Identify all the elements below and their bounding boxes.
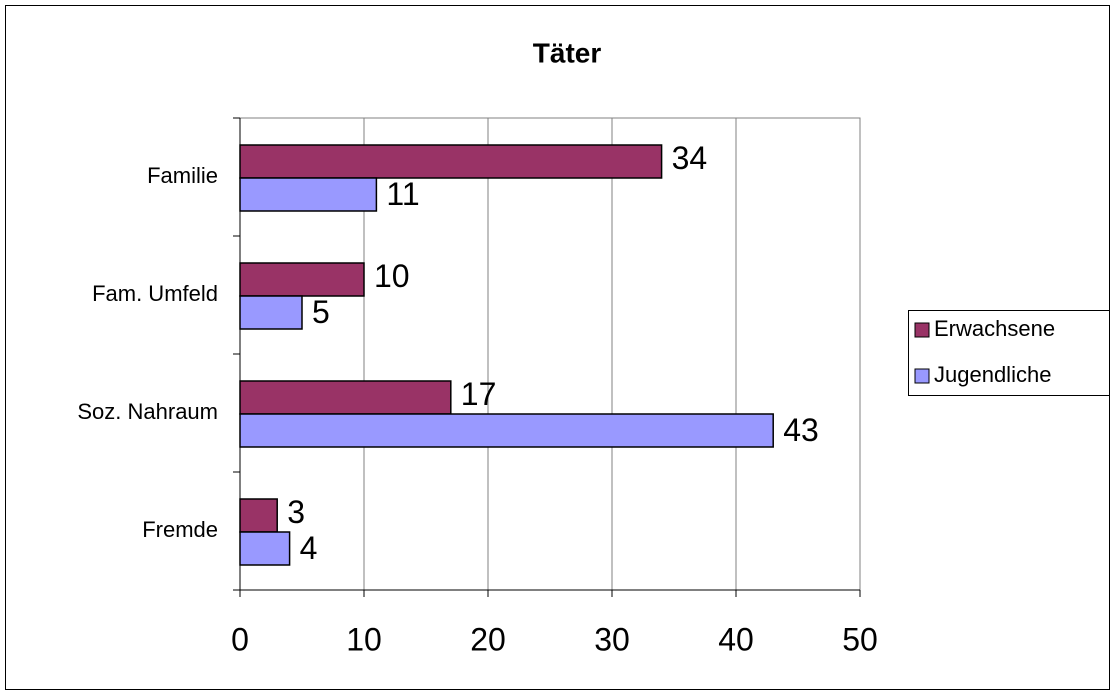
bar (239, 262, 365, 297)
x-tick-label: 0 (231, 621, 249, 657)
x-tick-label: 40 (718, 621, 754, 657)
data-label: 43 (783, 412, 819, 448)
x-tick-label: 50 (842, 621, 878, 657)
y-tick-label: Fam. Umfeld (92, 281, 218, 306)
data-label: 10 (374, 258, 410, 294)
bar (239, 380, 452, 415)
x-tick-label: 10 (346, 621, 382, 657)
legend-label: Jugendliche (934, 362, 1051, 387)
data-label: 34 (672, 140, 708, 176)
legend-label: Erwachsene (934, 316, 1055, 341)
bar (239, 531, 291, 566)
data-label: 17 (461, 376, 497, 412)
bar (239, 177, 378, 212)
data-label: 11 (386, 176, 419, 212)
legend-box (908, 310, 1110, 396)
y-tick-label: Fremde (142, 517, 218, 542)
data-label: 4 (300, 530, 318, 566)
bar (239, 295, 303, 330)
data-label: 5 (312, 294, 330, 330)
bar (239, 144, 663, 179)
legend-swatch (914, 368, 930, 384)
legend-swatch (914, 322, 930, 338)
bar (239, 413, 774, 448)
x-tick-label: 20 (470, 621, 506, 657)
chart-title: Täter (533, 37, 602, 68)
x-tick-label: 30 (594, 621, 630, 657)
y-tick-label: Soz. Nahraum (77, 399, 218, 424)
bar (239, 498, 278, 533)
y-tick-label: Familie (147, 163, 218, 188)
data-label: 3 (287, 494, 305, 530)
